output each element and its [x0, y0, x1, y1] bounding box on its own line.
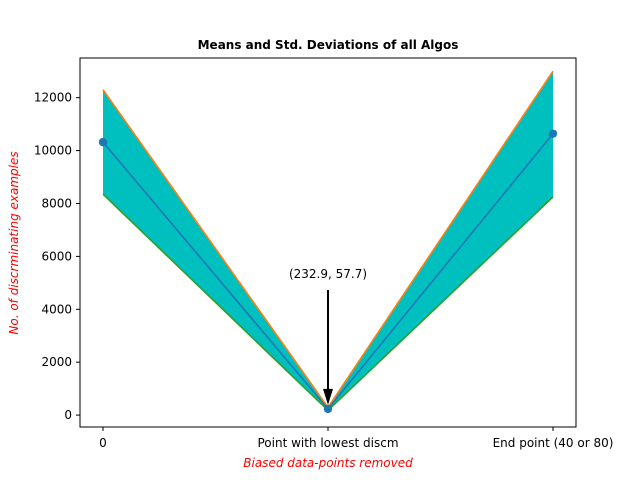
y-tick-label: 2000 [41, 355, 72, 369]
annotation-arrow-head [323, 388, 333, 405]
mean-point [548, 129, 558, 138]
y-axis-label: No. of discrminating examples [7, 151, 21, 334]
x-axis-label: Biased data-points removed [243, 456, 413, 470]
std-band-fill [103, 71, 553, 411]
y-tick-label: 4000 [41, 302, 72, 316]
x-tick-label: Point with lowest discm [257, 436, 398, 450]
y-tick-label: 8000 [41, 196, 72, 210]
mean-point [98, 137, 108, 147]
chart-title: Means and Std. Deviations of all Algos [198, 38, 459, 52]
y-tick-label: 12000 [34, 91, 72, 105]
x-tick-label: 0 [99, 436, 107, 450]
y-tick-label: 6000 [41, 249, 72, 263]
plot-area: 0 2000 4000 6000 8000 10000 12000 0 Point with l… [34, 57, 614, 450]
x-tick-label: End point (40 or 80) [493, 436, 614, 450]
y-tick-label: 10000 [34, 144, 72, 158]
mean-point [323, 404, 333, 414]
annotation-text: (232.9, 57.7) [289, 267, 367, 281]
y-tick-label: 0 [64, 408, 72, 422]
